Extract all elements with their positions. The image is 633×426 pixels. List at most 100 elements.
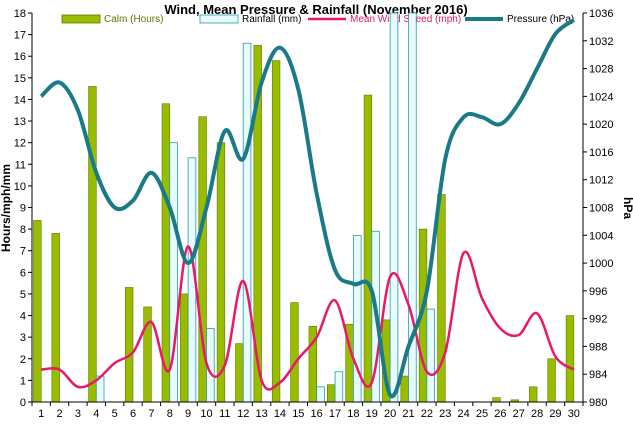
y-right-tick-label: 1028	[589, 64, 613, 76]
y-left-tick-label: 17	[14, 30, 26, 42]
x-tick-label: 5	[112, 408, 118, 420]
rainfall-bar	[334, 371, 344, 403]
y-left-tick-label: 8	[20, 224, 26, 236]
y-left-tick-label: 6	[20, 267, 26, 279]
x-tick-label: 25	[476, 408, 488, 420]
calm-bar	[290, 302, 299, 403]
x-tick-label: 1	[38, 408, 44, 420]
x-tick-label: 29	[549, 408, 561, 420]
legend-label: Calm (Hours)	[104, 14, 163, 25]
legend-swatch	[61, 14, 101, 24]
rainfall-bar	[316, 386, 325, 403]
calm-bar	[400, 375, 409, 403]
y-right-tick-label: 992	[589, 314, 607, 326]
x-tick-label: 18	[347, 408, 359, 420]
x-tick-label: 6	[130, 408, 136, 420]
x-tick-label: 7	[148, 408, 154, 420]
y-left-tick-label: 1	[20, 375, 26, 387]
x-tick-label: 30	[568, 408, 580, 420]
y-right-tick-label: 1004	[589, 230, 613, 242]
calm-bar	[88, 86, 97, 403]
calm-bar	[125, 287, 134, 403]
legend-label: Rainfall (mm)	[242, 14, 301, 25]
calm-bar	[492, 397, 501, 403]
x-tick-label: 23	[439, 408, 451, 420]
y-right-tick-label: 1024	[589, 91, 613, 103]
calm-bar	[547, 358, 556, 403]
calm-bar	[33, 220, 42, 403]
calm-bar	[51, 233, 60, 403]
calm-bar	[180, 293, 189, 403]
y-axis-right-label: hPa	[621, 197, 633, 219]
x-tick-label: 17	[329, 408, 341, 420]
rainfall-bar	[389, 12, 399, 403]
x-tick-label: 4	[93, 408, 99, 420]
calm-bar	[565, 315, 575, 403]
x-tick-label: 26	[494, 408, 506, 420]
x-tick-label: 11	[219, 408, 230, 420]
y-left-tick-label: 16	[14, 51, 26, 63]
x-tick-label: 27	[513, 408, 525, 420]
legend-label: Mean Wind Speed (mph)	[350, 14, 461, 25]
rainfall-bar	[242, 42, 252, 403]
legend-label: Pressure (hPa)	[507, 14, 574, 25]
lines-layer	[39, 18, 576, 399]
y-left-tick-label: 13	[14, 116, 26, 128]
y-left-tick-label: 4	[20, 311, 26, 323]
calm-bar	[271, 60, 281, 403]
x-tick-label: 10	[200, 408, 212, 420]
x-tick-label: 24	[457, 408, 469, 420]
y-left-tick-label: 3	[20, 332, 26, 344]
y-left-tick-label: 2	[20, 354, 26, 366]
y-left-tick-label: 7	[20, 246, 26, 258]
x-tick-label: 2	[56, 408, 62, 420]
pressure-line	[39, 18, 576, 399]
y-right-tick-label: 984	[589, 369, 607, 381]
rainfall-bar	[426, 308, 435, 403]
y-left-tick-label: 5	[20, 289, 26, 301]
x-tick-label: 9	[185, 408, 191, 420]
y-left-tick-label: 11	[15, 159, 26, 171]
calm-bar	[363, 94, 373, 403]
axes-layer: 0123456789101112131415161718980984988992…	[14, 8, 614, 420]
calm-bar	[216, 142, 226, 403]
y-left-tick-label: 15	[14, 73, 26, 85]
wind-speed-line	[41, 245, 575, 391]
y-right-tick-label: 1032	[589, 36, 613, 48]
y-right-tick-label: 1020	[589, 119, 613, 131]
y-right-tick-label: 996	[589, 286, 607, 298]
y-right-tick-label: 1036	[589, 8, 613, 20]
x-tick-label: 8	[167, 408, 173, 420]
y-left-tick-label: 18	[14, 8, 26, 20]
x-tick-label: 22	[421, 408, 433, 420]
y-left-tick-label: 12	[14, 138, 26, 150]
legend: Calm (Hours) Rainfall (mm) Mean Wind Speed…	[61, 14, 574, 25]
x-tick-label: 21	[402, 408, 414, 420]
y-right-tick-label: 988	[589, 341, 607, 353]
x-tick-label: 14	[274, 408, 286, 420]
x-tick-label: 16	[311, 408, 323, 420]
y-left-tick-label: 10	[14, 181, 26, 193]
calm-bar	[235, 343, 244, 403]
y-left-tick-label: 0	[20, 397, 26, 409]
x-tick-label: 20	[384, 408, 396, 420]
bars-layer	[33, 12, 575, 403]
x-tick-label: 19	[366, 408, 378, 420]
y-right-tick-label: 1012	[589, 175, 613, 187]
y-left-tick-label: 9	[20, 203, 26, 215]
x-tick-label: 15	[292, 408, 304, 420]
x-tick-label: 28	[531, 408, 543, 420]
x-tick-label: 12	[237, 408, 249, 420]
calm-bar	[327, 384, 336, 403]
legend-swatch	[199, 14, 239, 24]
y-left-tick-label: 14	[14, 94, 26, 106]
x-tick-label: 13	[255, 408, 267, 420]
calm-bar	[529, 386, 538, 403]
y-right-tick-label: 1000	[589, 258, 613, 270]
y-axis-left-label: Hours/mph/mm	[0, 164, 13, 252]
y-right-tick-label: 980	[589, 397, 607, 409]
y-right-tick-label: 1016	[589, 147, 613, 159]
x-tick-label: 3	[75, 408, 81, 420]
